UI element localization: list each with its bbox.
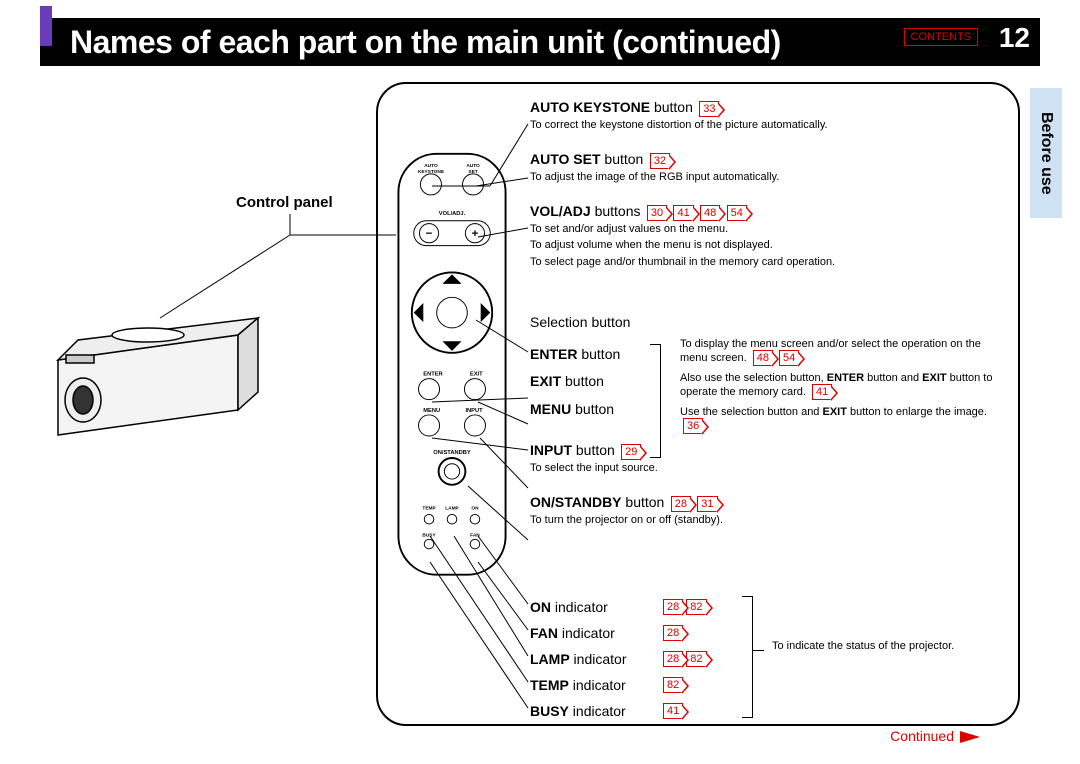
indicator-note: To indicate the status of the projector. xyxy=(772,640,992,652)
on-standby-desc: To turn the projector on or off (standby… xyxy=(530,513,1010,527)
projector-illustration xyxy=(38,300,268,450)
indicator-list: ON indicator 2882 FAN indicator 28 LAMP … xyxy=(530,594,707,724)
section-tab-label: Before use xyxy=(1037,112,1055,195)
svg-text:EXIT: EXIT xyxy=(470,372,483,378)
title-bar: Names of each part on the main unit (con… xyxy=(40,18,1040,66)
control-panel-label: Control panel xyxy=(236,194,333,211)
bracket-icon xyxy=(742,596,753,718)
bracket-icon xyxy=(650,344,661,458)
on-standby-label: ON/STANDBY button 28 31 xyxy=(530,493,1010,512)
svg-text:BUSY: BUSY xyxy=(422,532,436,538)
selection-button-label: Selection button xyxy=(530,313,1010,332)
svg-text:FAN: FAN xyxy=(470,532,480,538)
svg-text:+: + xyxy=(472,228,479,240)
control-panel-illustration: AUTO KEYSTONE AUTO SET − + VOL/ADJ. ENTE… xyxy=(392,150,512,590)
page-number: 12 xyxy=(999,22,1030,54)
input-desc: To select the input source. xyxy=(530,461,1010,475)
page-title: Names of each part on the main unit (con… xyxy=(40,24,781,61)
svg-text:ON/STANDBY: ON/STANDBY xyxy=(433,450,471,456)
vol-adj-desc: To set and/or adjust values on the menu. xyxy=(530,222,1010,236)
auto-set-desc: To adjust the image of the RGB input aut… xyxy=(530,170,1010,184)
svg-text:INPUT: INPUT xyxy=(465,408,483,414)
contents-button[interactable]: CONTENTS xyxy=(904,28,979,46)
section-tab: Before use xyxy=(1030,88,1062,218)
continued-indicator: Continued xyxy=(890,728,980,744)
svg-text:ENTER: ENTER xyxy=(423,372,443,378)
svg-text:SET: SET xyxy=(468,169,477,175)
svg-text:ON: ON xyxy=(471,506,479,512)
svg-text:MENU: MENU xyxy=(423,408,440,414)
title-accent xyxy=(40,6,52,46)
svg-text:VOL/ADJ.: VOL/ADJ. xyxy=(439,211,466,217)
svg-text:AUTO: AUTO xyxy=(466,163,480,169)
input-button-label: INPUT button 29 xyxy=(530,441,1010,460)
auto-keystone-label: AUTO KEYSTONE button 33 xyxy=(530,98,1010,117)
callouts: AUTO KEYSTONE button 33 To correct the k… xyxy=(530,96,1010,530)
svg-text:LAMP: LAMP xyxy=(445,506,459,512)
arrow-right-icon xyxy=(960,731,980,743)
svg-text:−: − xyxy=(426,228,433,240)
svg-text:KEYSTONE: KEYSTONE xyxy=(418,169,444,175)
selection-note: To display the menu screen and/or select… xyxy=(680,338,1000,434)
auto-keystone-desc: To correct the keystone distortion of th… xyxy=(530,118,1010,132)
svg-text:TEMP: TEMP xyxy=(422,506,436,512)
auto-set-label: AUTO SET button 32 xyxy=(530,150,1010,169)
vol-adj-label: VOL/ADJ buttons 30 41 48 54 xyxy=(530,202,1010,221)
svg-text:AUTO: AUTO xyxy=(424,163,438,169)
